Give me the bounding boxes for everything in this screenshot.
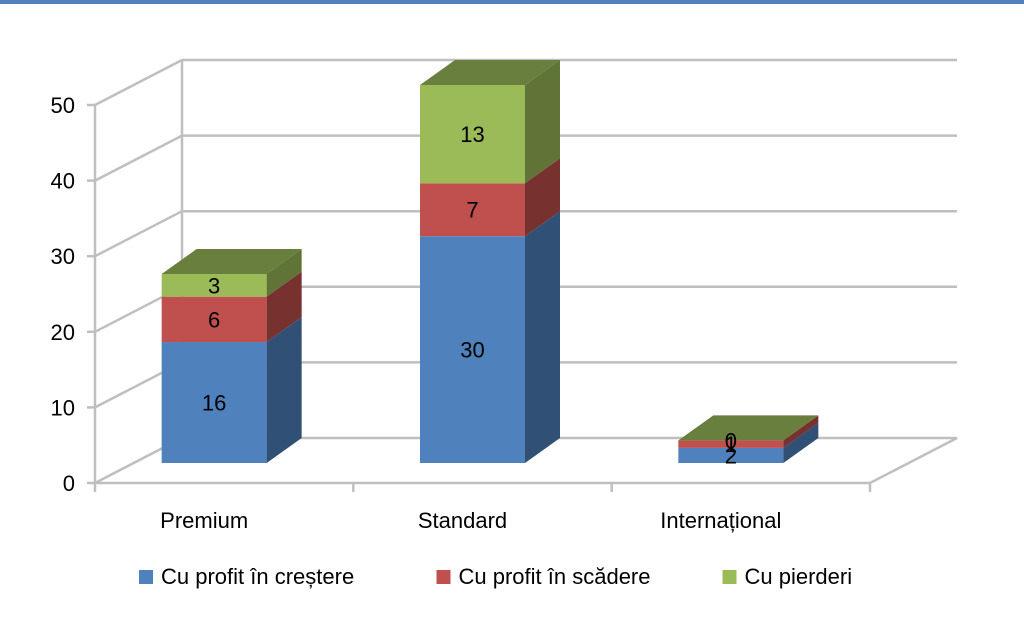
bar-segment-side xyxy=(266,249,302,297)
legend-swatch xyxy=(722,570,737,584)
legend-label: Cu pierderi xyxy=(745,564,853,589)
legend-swatch xyxy=(139,570,153,584)
bar-segment-side xyxy=(266,317,302,463)
bar-segment xyxy=(161,274,267,297)
data-label: 2 xyxy=(725,443,737,468)
y-tick-label: 20 xyxy=(51,320,75,345)
bar-segment-side xyxy=(783,415,819,448)
bar-segment xyxy=(420,236,525,463)
bar-segment xyxy=(420,183,525,237)
bar-segment-side xyxy=(783,422,819,463)
bar-top xyxy=(420,60,560,85)
legend-label: Cu profit în creștere xyxy=(161,564,354,589)
top-border-line xyxy=(0,0,1024,4)
category-label: Premium xyxy=(160,508,248,533)
category-label: Standard xyxy=(418,508,507,533)
bar-segment xyxy=(678,447,784,463)
data-label: 3 xyxy=(208,273,220,298)
side-gridline xyxy=(94,134,183,182)
side-gridline xyxy=(94,210,183,258)
bar-top xyxy=(678,415,819,441)
bar-segment-side xyxy=(266,271,302,343)
bar-segment xyxy=(161,342,267,463)
legend-label: Cu profit în scădere xyxy=(459,564,651,589)
data-label: 13 xyxy=(460,122,484,147)
data-label: 7 xyxy=(466,198,478,223)
bar-segment xyxy=(420,85,525,184)
bar-segment-side xyxy=(525,211,560,463)
gridlines xyxy=(87,58,957,492)
y-tick-label: 10 xyxy=(51,395,75,420)
y-tick-label: 30 xyxy=(51,244,75,269)
category-labels: Premium Standard Internațional xyxy=(160,508,781,533)
side-gridline xyxy=(94,58,183,107)
y-axis-tick-labels: 0 10 20 30 40 50 xyxy=(51,93,75,496)
bars xyxy=(161,60,819,463)
bar-top xyxy=(161,249,302,274)
bar-segment-side xyxy=(525,60,560,184)
legend-swatch xyxy=(436,570,451,584)
data-label: 0 xyxy=(725,428,737,453)
data-labels: 16 6 3 30 7 13 210 xyxy=(202,122,737,468)
data-label: 1 xyxy=(725,432,737,457)
bar-segment-side xyxy=(525,158,560,237)
legend: Cu profit în creștere Cu profit în scăder… xyxy=(139,564,852,589)
y-tick-label: 0 xyxy=(63,471,75,496)
y-tick-label: 40 xyxy=(51,169,75,194)
data-label: 16 xyxy=(202,391,226,416)
data-label: 30 xyxy=(460,338,484,363)
bar-segment xyxy=(161,296,267,343)
bar-segment xyxy=(678,440,784,448)
category-label: Internațional xyxy=(660,508,781,533)
y-tick-label: 50 xyxy=(51,93,75,118)
data-label: 6 xyxy=(208,307,220,332)
